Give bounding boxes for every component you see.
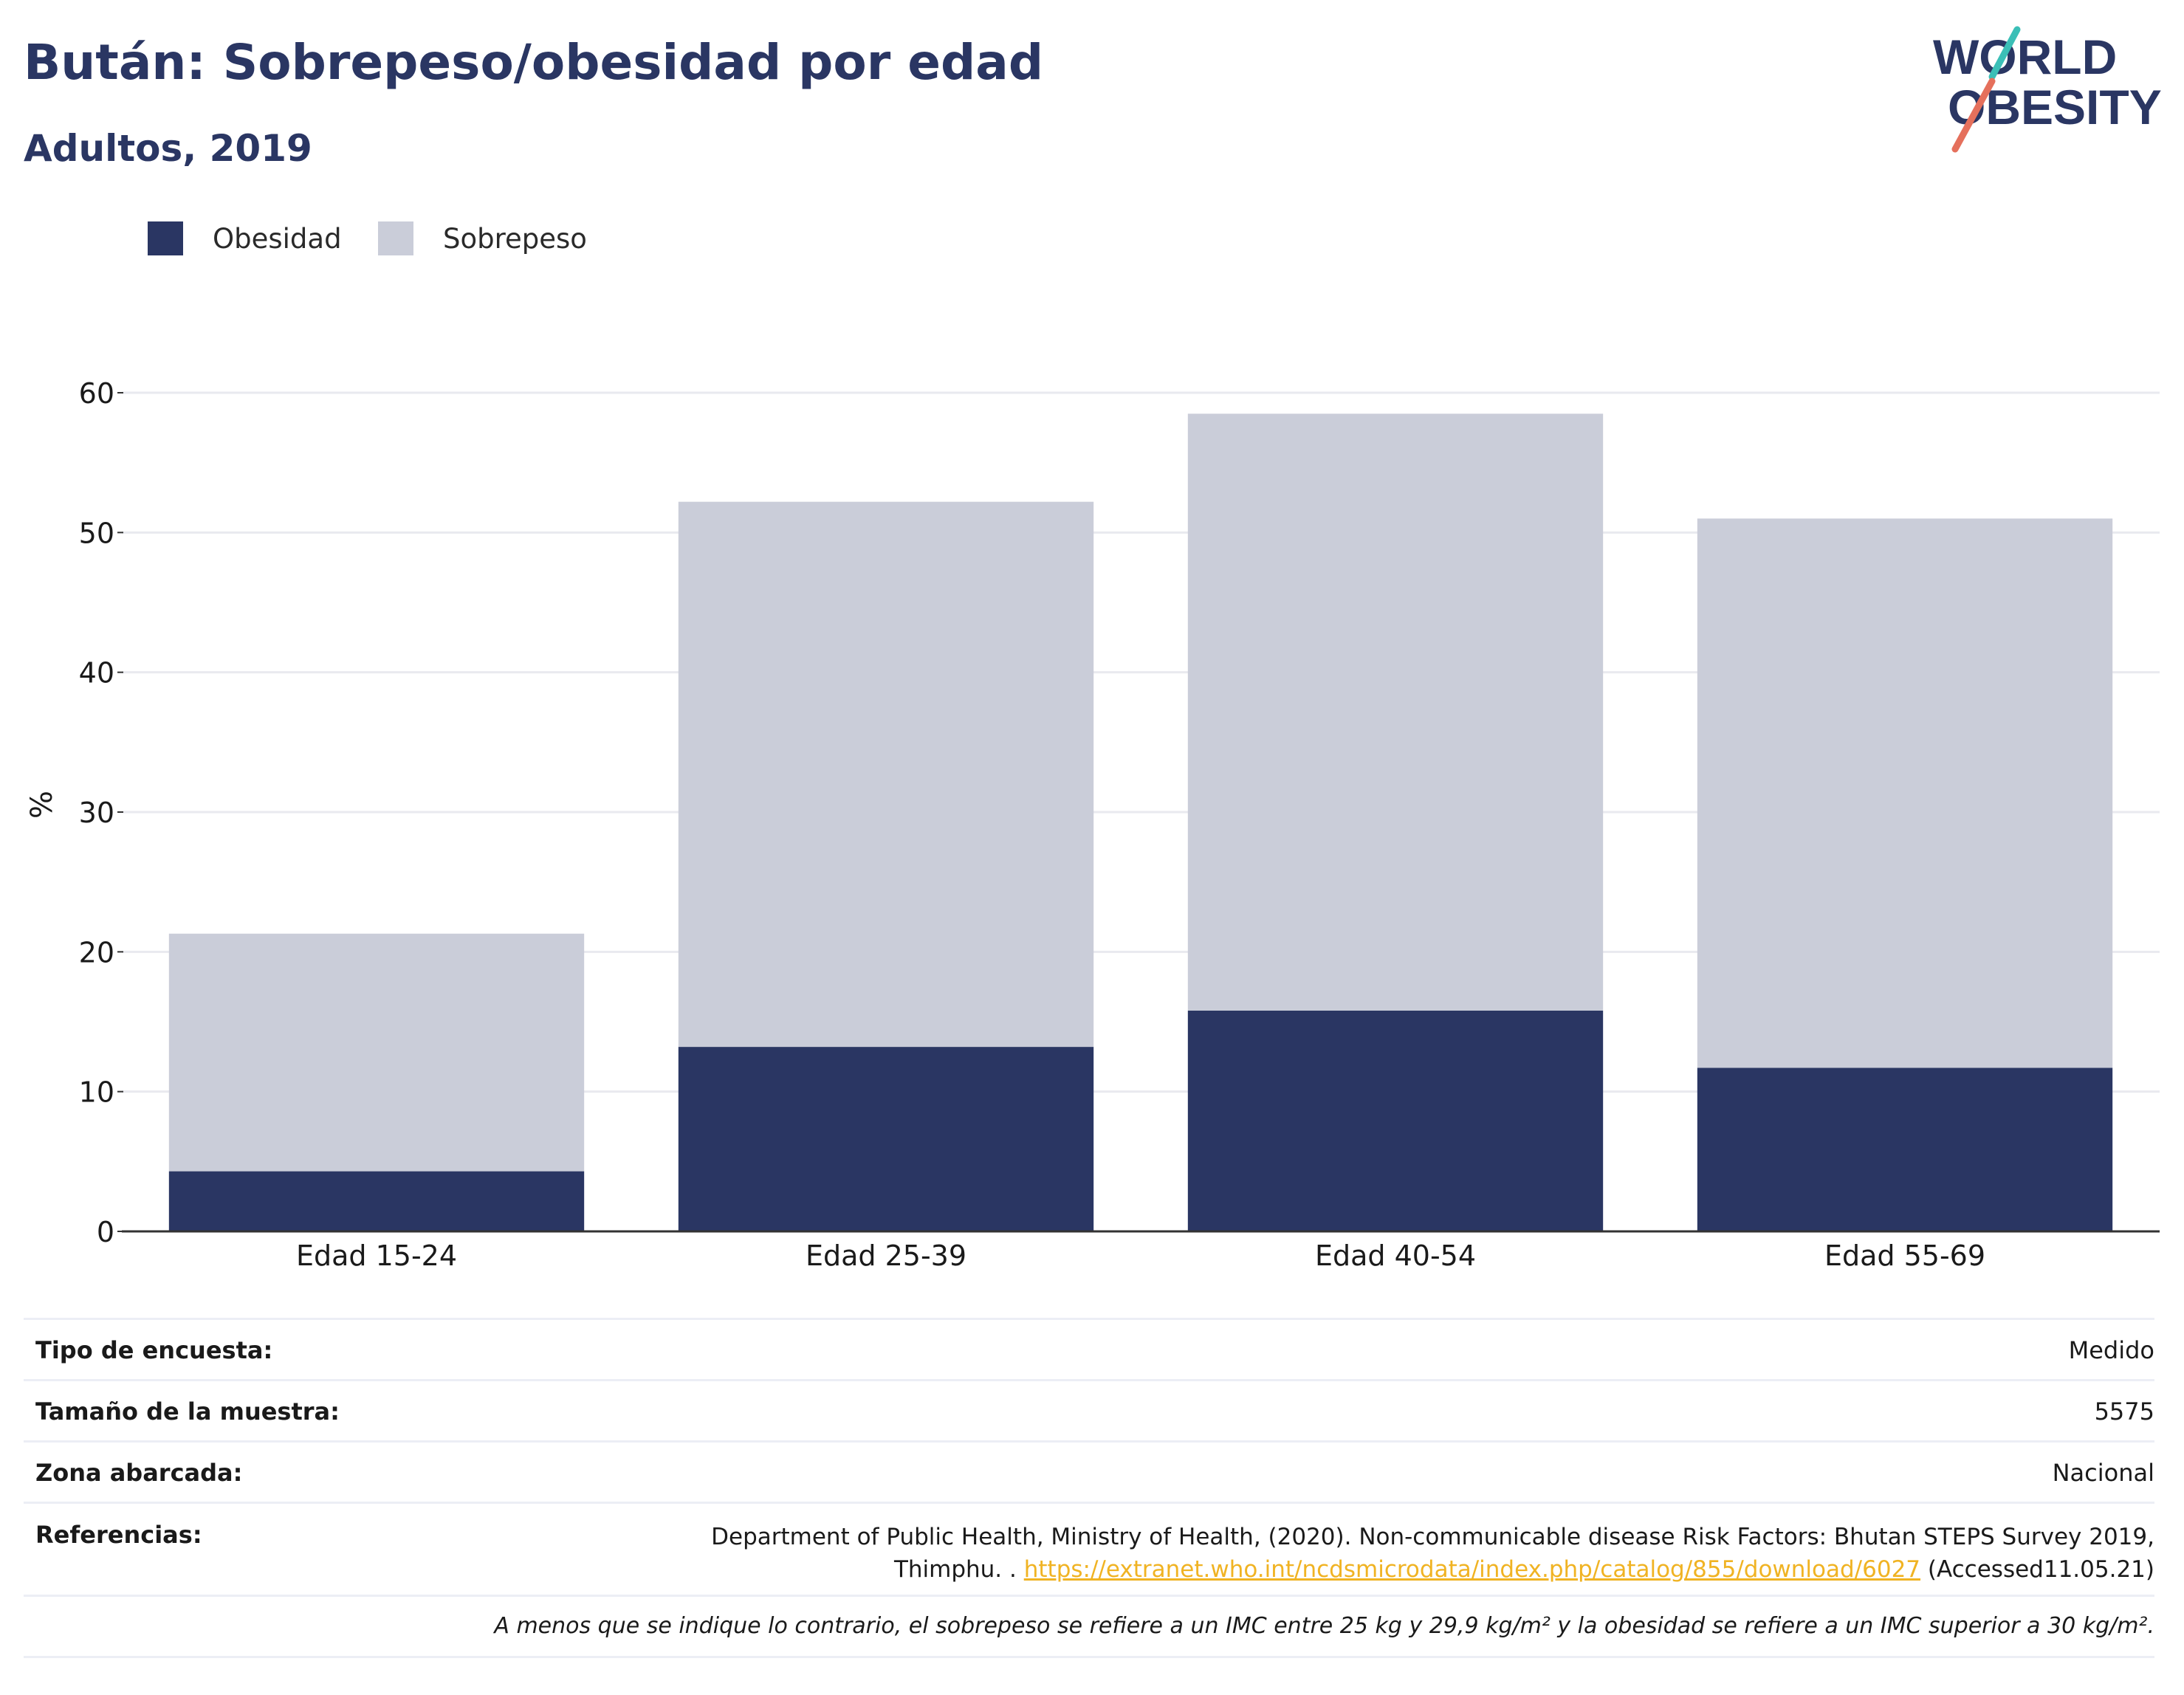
y-tick-label: 30 [79, 797, 114, 829]
meta-divider [24, 1595, 2154, 1597]
x-tick-label: Edad 25-39 [806, 1240, 966, 1272]
logo-line2: OBESITY [1948, 80, 2162, 134]
world-obesity-logo: WORLD OBESITY [1933, 26, 2162, 153]
stacked-bar-chart: 0 10 20 30 40 50 60 Edad 15-24 Edad 25-39 Edad 40… [25, 377, 2160, 1272]
survey-type-value: Medido [2068, 1336, 2154, 1364]
y-tick-label: 20 [79, 936, 114, 969]
meta-divider [24, 1502, 2154, 1504]
area-label: Zona abarcada: [35, 1459, 243, 1487]
meta-row-area: Zona abarcada: Nacional [24, 1459, 2154, 1503]
references-text: Department of Public Health, Ministry of… [711, 1521, 2154, 1586]
axes: 0 10 20 30 40 50 60 Edad 15-24 Edad 25-39 Edad 40… [79, 377, 2160, 1272]
bar-sobrepeso-1[interactable] [168, 933, 585, 1172]
bar-obesidad-4[interactable] [1697, 1067, 2113, 1231]
logo-line1: WORLD [1933, 30, 2117, 84]
page-title: Bután: Sobrepeso/obesidad por edad [24, 34, 1044, 91]
sample-size-label: Tamaño de la muestra: [35, 1397, 340, 1426]
references-line2-suffix: (Accessed11.05.21) [1920, 1556, 2154, 1583]
references-label: Referencias: [35, 1521, 202, 1549]
y-tick-label: 40 [79, 657, 114, 690]
y-tick-label: 0 [97, 1216, 114, 1248]
references-line2: Thimphu. . https://extranet.who.int/ncds… [711, 1553, 2154, 1586]
bar-sobrepeso-4[interactable] [1697, 518, 2113, 1068]
legend-swatch-sobrepeso [378, 221, 413, 255]
meta-row-sample-size: Tamaño de la muestra: 5575 [24, 1397, 2154, 1442]
meta-row-references: Referencias: Department of Public Health… [24, 1521, 2154, 1595]
logo-slash-teal [1988, 26, 2021, 80]
logo-slash-coral [1951, 78, 1996, 153]
area-value: Nacional [2052, 1459, 2154, 1487]
references-line1: Department of Public Health, Ministry of… [711, 1524, 2154, 1550]
bar-obesidad-3[interactable] [1187, 1010, 1604, 1231]
page-subtitle: Adultos, 2019 [24, 127, 312, 170]
legend-label-obesidad: Obesidad [213, 223, 342, 255]
footnote: A menos que se indique lo contrario, el … [494, 1613, 2154, 1639]
x-tick-label: Edad 55-69 [1824, 1240, 1985, 1272]
y-tick-label: 10 [79, 1076, 114, 1109]
survey-type-label: Tipo de encuesta: [35, 1336, 273, 1364]
meta-row-survey-type: Tipo de encuesta: Medido [24, 1336, 2154, 1381]
meta-divider [24, 1379, 2154, 1381]
bar-obesidad-1[interactable] [168, 1171, 585, 1231]
bar-obesidad-2[interactable] [678, 1047, 1094, 1231]
legend-swatch-obesidad [148, 221, 183, 255]
bars [168, 413, 2113, 1231]
meta-divider [24, 1318, 2154, 1320]
references-link[interactable]: https://extranet.who.int/ncdsmicrodata/i… [1023, 1556, 1921, 1583]
x-tick-label: Edad 15-24 [296, 1240, 457, 1272]
bar-sobrepeso-3[interactable] [1187, 413, 1604, 1011]
x-tick-label: Edad 40-54 [1315, 1240, 1476, 1272]
meta-divider [24, 1440, 2154, 1443]
legend-label-sobrepeso: Sobrepeso [443, 223, 587, 255]
meta-divider [24, 1656, 2154, 1658]
y-axis-label: % [25, 791, 59, 819]
bar-sobrepeso-2[interactable] [678, 501, 1094, 1048]
y-tick-label: 50 [79, 517, 114, 549]
y-tick-label: 60 [79, 377, 114, 410]
references-line2-prefix: Thimphu. . [893, 1556, 1024, 1583]
sample-size-value: 5575 [2094, 1397, 2154, 1426]
